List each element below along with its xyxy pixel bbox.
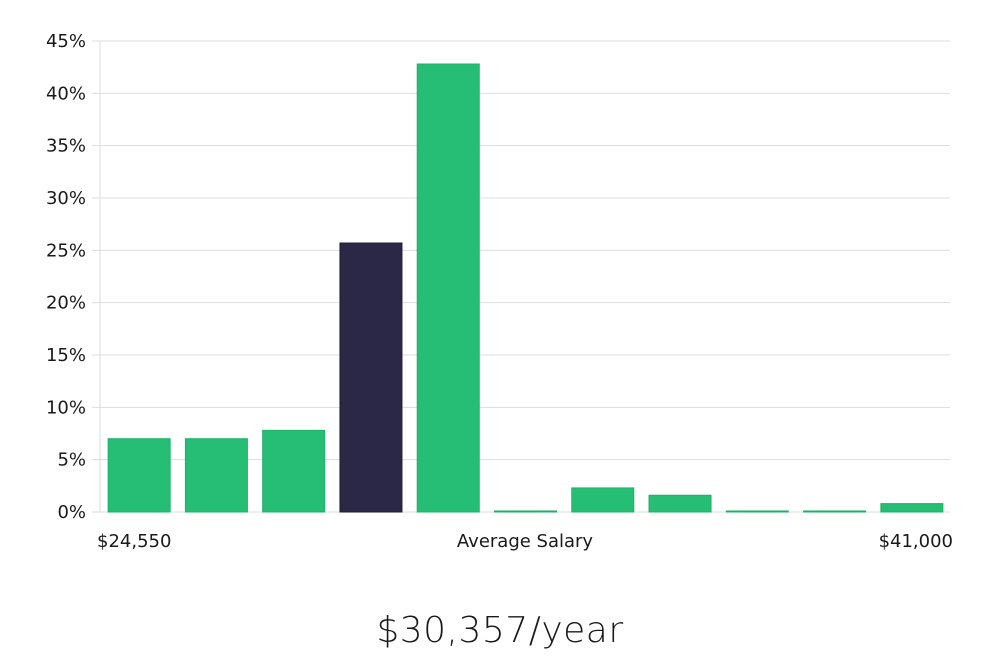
y-axis: 0% 5% 10% 15% 20% 25% 30% 35% 40% 45%	[46, 31, 86, 523]
y-tick-label: 45%	[46, 31, 86, 52]
y-tick-label: 5%	[57, 450, 86, 471]
bar	[262, 429, 326, 513]
y-tick-label: 30%	[46, 188, 86, 209]
salary-histogram: 0% 5% 10% 15% 20% 25% 30% 35% 40% 45% $24,550 Ave…	[46, 31, 953, 552]
y-tick-label: 20%	[46, 293, 86, 314]
x-min-label: $24,550	[97, 531, 171, 552]
y-tick-label: 0%	[57, 502, 86, 523]
bar	[416, 63, 480, 513]
y-tick-label: 25%	[46, 240, 86, 261]
bars	[107, 63, 944, 513]
y-tick-label: 40%	[46, 83, 86, 104]
bar-highlighted	[339, 242, 403, 513]
x-max-label: $41,000	[879, 531, 953, 552]
y-tick-label: 35%	[46, 136, 86, 157]
bar	[725, 510, 789, 513]
x-mid-label: Average Salary	[457, 531, 594, 552]
bar	[648, 494, 712, 513]
average-salary-value: $30,357/year	[376, 610, 624, 651]
bar	[571, 487, 635, 513]
bar	[803, 510, 867, 513]
bar	[494, 510, 557, 513]
bar	[880, 503, 944, 513]
bar	[184, 438, 248, 513]
bar	[107, 438, 171, 513]
x-axis: $24,550 Average Salary $41,000	[97, 531, 953, 552]
y-tick-label: 15%	[46, 345, 86, 366]
y-tick-label: 10%	[46, 397, 86, 418]
